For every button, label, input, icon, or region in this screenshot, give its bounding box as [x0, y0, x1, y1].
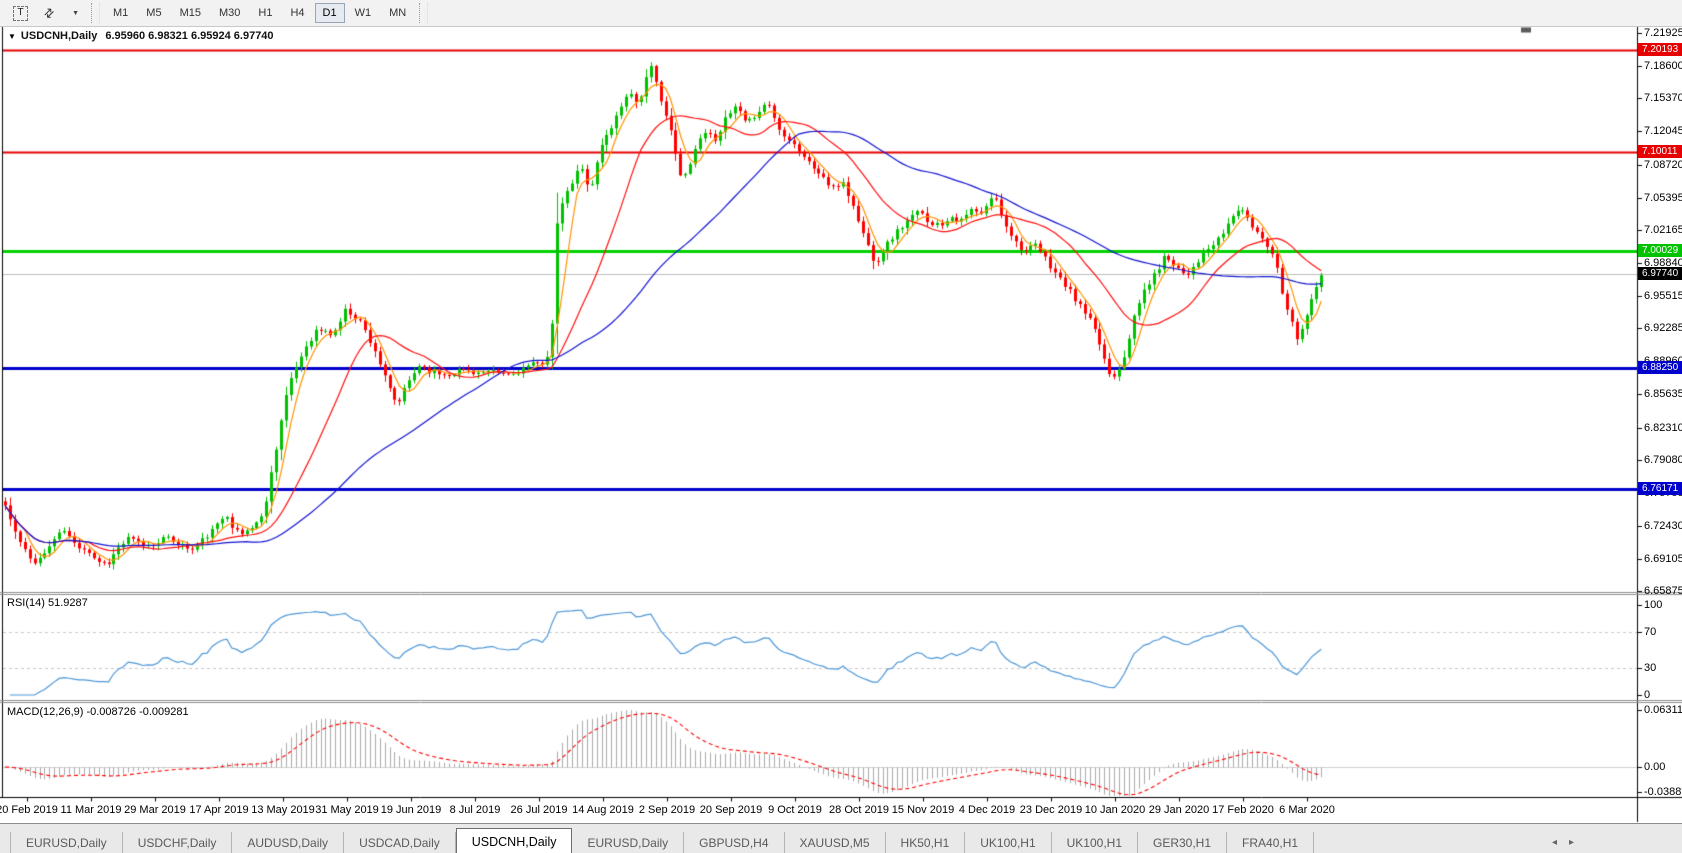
- chart-tab-usdcnh-daily[interactable]: USDCNH,Daily: [455, 828, 573, 853]
- chart-window[interactable]: ▼ USDCNH,Daily 6.95960 6.98321 6.95924 6.9…: [0, 27, 1682, 823]
- arrange-windows-button[interactable]: ⇄: [37, 3, 61, 23]
- chart-tab-audusd-daily[interactable]: AUDUSD,Daily: [232, 832, 345, 853]
- date-axis-label: 20 Sep 2019: [699, 804, 763, 816]
- price-axis-label: 6.65875: [1644, 585, 1682, 598]
- price-axis-label: 7.05395: [1644, 191, 1682, 204]
- timeframe-toolbar: M1 M5 M15 M30 H1 H4 D1 W1 MN: [104, 3, 415, 23]
- chart-tab-usdcad-daily[interactable]: USDCAD,Daily: [344, 832, 456, 853]
- timeframe-button-d1[interactable]: D1: [314, 3, 345, 23]
- toolbar-dropdown-button[interactable]: ▼: [63, 3, 86, 23]
- toolbar: T ⇄ ▼ M1 M5 M15 M30 H1 H4 D1 W1 MN: [0, 0, 1682, 27]
- chart-tab-uk100-h1[interactable]: UK100,H1: [965, 832, 1052, 853]
- price-axis-label: 6.95515: [1644, 290, 1682, 303]
- price-axis-label: 6.69105: [1644, 553, 1682, 566]
- price-axis-label: 6.92285: [1644, 322, 1682, 335]
- date-axis-label: 23 Dec 2019: [1019, 804, 1083, 816]
- date-axis-label: 19 Jun 2019: [380, 804, 442, 816]
- price-axis-label: 7.08720: [1644, 158, 1682, 171]
- price-marker: 6.97740: [1638, 266, 1682, 280]
- indicator-axis-label: 0.063113: [1644, 704, 1682, 716]
- indicator-axis-label: 100: [1644, 599, 1663, 611]
- date-axis-label: 4 Dec 2019: [958, 804, 1016, 816]
- date-axis-label: 13 May 2019: [251, 804, 315, 816]
- price-marker: 6.88250: [1638, 361, 1682, 375]
- date-axis-label: 31 May 2019: [315, 804, 379, 816]
- timeframe-button-mn[interactable]: MN: [381, 3, 414, 23]
- chart-canvas[interactable]: [0, 27, 1682, 823]
- chart-ohlc-label: 6.95960 6.98321 6.95924 6.97740: [105, 30, 274, 42]
- chart-tab-hk50-h1[interactable]: HK50,H1: [886, 832, 966, 853]
- text-tool-button[interactable]: T: [6, 3, 35, 23]
- date-axis-label: 6 Mar 2020: [1279, 804, 1335, 816]
- date-axis-label: 11 Mar 2019: [60, 804, 122, 816]
- chart-tab-xauusd-m5[interactable]: XAUUSD,M5: [785, 832, 886, 853]
- date-axis-label: 10 Jan 2020: [1084, 804, 1146, 816]
- date-axis-label: 8 Jul 2019: [449, 804, 501, 816]
- price-axis-label: 7.15370: [1644, 92, 1682, 105]
- price-axis-label: 6.82310: [1644, 421, 1682, 434]
- date-axis-label: 26 Jul 2019: [510, 804, 568, 816]
- date-axis-label: 17 Feb 2020: [1212, 804, 1274, 816]
- price-axis-label: 7.02165: [1644, 223, 1682, 236]
- rsi-label: RSI(14) 51.9287: [7, 597, 88, 609]
- price-axis-label: 7.21925: [1644, 27, 1682, 40]
- chart-tab-usdchf-daily[interactable]: USDCHF,Daily: [123, 832, 233, 853]
- timeframe-button-m15[interactable]: M15: [172, 3, 209, 23]
- price-axis-label: 6.72430: [1644, 520, 1682, 532]
- toolbar-grip: [91, 3, 100, 23]
- chart-tab-gbpusd-h4[interactable]: GBPUSD,H4: [684, 832, 785, 853]
- chart-tab-ger30-h1[interactable]: GER30,H1: [1138, 832, 1228, 853]
- date-axis-label: 2 Sep 2019: [638, 804, 696, 816]
- timeframe-button-m30[interactable]: M30: [211, 3, 248, 23]
- chart-tabs: EURUSD,Daily USDCHF,Daily AUDUSD,Daily USDC…: [10, 828, 1315, 853]
- date-axis-label: 9 Oct 2019: [768, 804, 822, 816]
- timeframe-button-h1[interactable]: H1: [250, 3, 280, 23]
- indicator-axis-label: 30: [1644, 662, 1657, 674]
- chart-tab-eurusd-daily[interactable]: EURUSD,Daily: [572, 832, 685, 853]
- chart-title: ▼ USDCNH,Daily 6.95960 6.98321 6.95924 6.9…: [8, 30, 274, 42]
- timeframe-button-m5[interactable]: M5: [138, 3, 169, 23]
- chart-tab-uk100-h1[interactable]: UK100,H1: [1052, 832, 1138, 853]
- date-axis-label: 28 Oct 2019: [829, 804, 889, 816]
- price-marker: 7.10011: [1638, 144, 1682, 158]
- date-axis-label: 29 Mar 2019: [124, 804, 186, 816]
- price-axis-label: 6.98840: [1644, 256, 1682, 269]
- tab-scroll-buttons: ◂ ▸: [1552, 837, 1574, 848]
- price-marker: 7.00029: [1638, 244, 1682, 258]
- indicator-axis-label: 0.00: [1644, 761, 1666, 773]
- chart-symbol-label: USDCNH,Daily: [20, 30, 98, 42]
- date-axis-label: 29 Jan 2020: [1148, 804, 1210, 816]
- price-axis-label: 7.18600: [1644, 60, 1682, 73]
- price-axis-label: 6.79080: [1644, 453, 1682, 466]
- price-marker: 7.20193: [1638, 43, 1682, 57]
- toolbar-grip: [419, 3, 429, 23]
- macd-label: MACD(12,26,9) -0.008726 -0.009281: [7, 706, 189, 718]
- indicator-axis-label: 70: [1644, 626, 1657, 638]
- price-axis-label: 6.85635: [1644, 388, 1682, 401]
- text-tool-icon: T: [13, 5, 28, 21]
- chevron-down-icon: ▼: [72, 9, 79, 17]
- date-axis-label: 15 Nov 2019: [891, 804, 955, 816]
- tabs-scroll-right-icon[interactable]: ▸: [1568, 837, 1574, 848]
- chart-tab-fra40-h1[interactable]: FRA40,H1: [1227, 832, 1315, 853]
- date-axis-label: 20 Feb 2019: [0, 804, 58, 816]
- chart-tab-eurusd-daily[interactable]: EURUSD,Daily: [10, 832, 123, 853]
- price-marker: 6.76171: [1638, 481, 1682, 495]
- timeframe-button-m1[interactable]: M1: [105, 3, 136, 23]
- price-axis-label: 7.12045: [1644, 125, 1682, 138]
- tabs-scroll-left-icon[interactable]: ◂: [1551, 837, 1557, 848]
- date-axis-label: 17 Apr 2019: [189, 804, 249, 816]
- date-axis-label: 14 Aug 2019: [572, 804, 634, 816]
- indicator-axis-label: 0: [1644, 689, 1651, 701]
- tab-bar: EURUSD,Daily USDCHF,Daily AUDUSD,Daily USDC…: [0, 823, 1682, 853]
- timeframe-button-w1[interactable]: W1: [347, 3, 380, 23]
- chart-menu-icon[interactable]: ▼: [8, 32, 16, 41]
- arrange-windows-icon: ⇄: [40, 4, 58, 22]
- timeframe-button-h4[interactable]: H4: [282, 3, 312, 23]
